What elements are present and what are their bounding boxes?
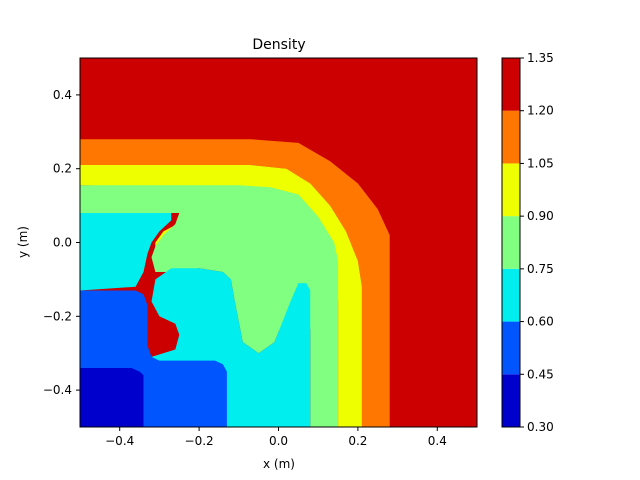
chart-title: Density xyxy=(252,37,305,53)
contour-band-level-0.30-0.45 xyxy=(80,368,144,427)
colorbar-segment xyxy=(502,110,520,164)
colorbar-frame xyxy=(501,57,521,428)
y-tick-label: −0.2 xyxy=(43,309,72,323)
colorbar-tick-label: 0.30 xyxy=(527,420,554,434)
y-tick-label: 0.0 xyxy=(53,236,72,250)
x-tick-label: 0.0 xyxy=(269,434,288,448)
colorbar-tick-label: 0.60 xyxy=(527,315,554,329)
x-tick-label: −0.4 xyxy=(105,434,134,448)
y-tick-label: 0.2 xyxy=(53,162,72,176)
x-tick-label: −0.2 xyxy=(185,434,214,448)
colorbar-segment xyxy=(502,374,520,427)
colorbar-tick-label: 0.75 xyxy=(527,262,554,276)
colorbar-tick-label: 1.20 xyxy=(527,104,554,118)
colorbar: 0.30 0.45 0.60 0.75 0.90 1.05 1.20 1.35 xyxy=(501,51,554,434)
colorbar-segment xyxy=(502,268,520,322)
contour-band-level-0.75-0.90 xyxy=(80,185,339,427)
y-axis-label: y (m) xyxy=(16,226,30,258)
x-axis-label: x (m) xyxy=(263,457,295,471)
colorbar-tick-label: 1.05 xyxy=(527,156,554,170)
x-axis: −0.4 −0.2 0.0 0.2 0.4 xyxy=(105,427,447,448)
y-tick-label: −0.4 xyxy=(43,383,72,397)
x-tick-label: 0.4 xyxy=(428,434,447,448)
y-axis: −0.4 −0.2 0.0 0.2 0.4 xyxy=(43,88,80,397)
colorbar-segment xyxy=(502,163,520,217)
x-tick-label: 0.2 xyxy=(348,434,367,448)
contour-band-level-0.60-0.75 xyxy=(80,213,311,427)
colorbar-tick-label: 0.45 xyxy=(527,367,554,381)
colorbar-segment xyxy=(502,321,520,375)
plot-area xyxy=(79,57,478,428)
colorbar-tick-label: 0.90 xyxy=(527,209,554,223)
colorbar-tick-label: 1.35 xyxy=(527,51,554,65)
colorbar-segment xyxy=(502,58,520,111)
y-tick-label: 0.4 xyxy=(53,88,72,102)
colorbar-segment xyxy=(502,216,520,269)
